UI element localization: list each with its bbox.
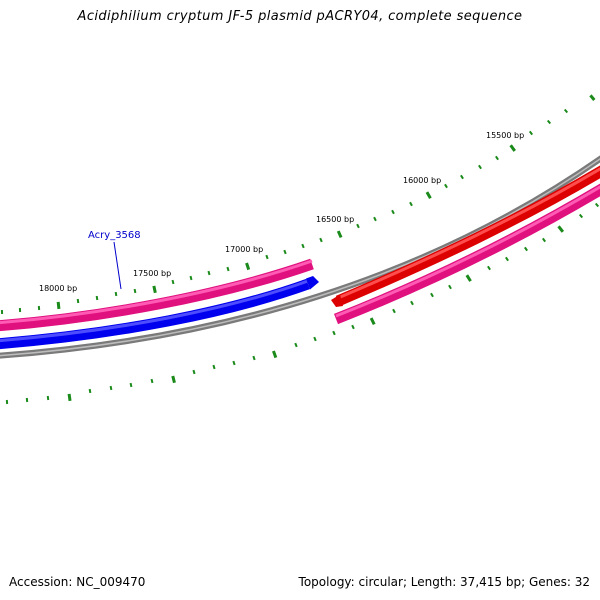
- outer-tick-ring: [0, 94, 596, 315]
- forward-gene-left-highlight: [0, 259, 313, 325]
- inner-tick-ring: [5, 202, 600, 405]
- tick-label-15500: 15500 bp: [486, 131, 524, 140]
- gene-label-leader: [113, 241, 122, 290]
- forward-gene-left[interactable]: [0, 258, 314, 332]
- tick-label-18000: 18000 bp: [39, 284, 77, 293]
- forward-gene-right-highlight: [335, 185, 600, 318]
- backbone-ring: [0, 155, 600, 359]
- tick-label-17500: 17500 bp: [133, 269, 171, 278]
- forward-gene-right[interactable]: [333, 183, 600, 325]
- gene-acry-3568-highlight: [0, 279, 309, 343]
- gene-label-acry-3568[interactable]: Acry_3568: [88, 230, 141, 241]
- tick-label-16500: 16500 bp: [316, 215, 354, 224]
- red-gene-arrowhead: [331, 294, 343, 307]
- red-gene-right-highlight: [337, 167, 600, 300]
- tick-label-16000: 16000 bp: [403, 176, 441, 185]
- red-gene-right[interactable]: [335, 165, 600, 307]
- gene-acry-3568-arrowhead: [306, 276, 319, 290]
- gene-acry-3568[interactable]: [0, 278, 310, 350]
- accession-text: Accession: NC_009470: [9, 575, 146, 589]
- topology-summary: Topology: circular; Length: 37,415 bp; G…: [298, 575, 590, 589]
- map-title: Acidiphilium cryptum JF-5 plasmid pACRY0…: [77, 9, 523, 24]
- backbone-ring-highlight: [0, 158, 600, 357]
- tick-label-17000: 17000 bp: [225, 245, 263, 254]
